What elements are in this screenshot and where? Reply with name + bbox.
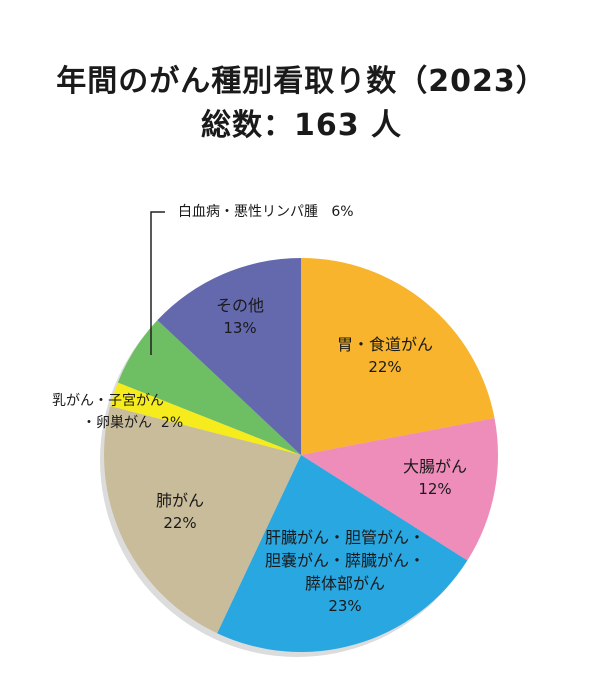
slice-label-liver: 肝臓がん・胆管がん・ 胆嚢がん・膵臓がん・ 膵体部がん 23% [265, 526, 425, 618]
pie-slice-2 [217, 455, 468, 652]
slice-label-colon: 大腸がん 12% [403, 455, 467, 501]
label-pct: 2% [160, 415, 184, 431]
leader-line [150, 211, 165, 355]
label-pct: 23% [328, 597, 362, 615]
label-text: 肺がん [155, 491, 205, 510]
label-text: ・卵巣がん [82, 415, 152, 431]
label-pct: 6% [331, 204, 354, 220]
label-text: 胆嚢がん・膵臓がん・ [264, 551, 426, 570]
label-text: 肝臓がん・胆管がん・ [264, 528, 426, 547]
label-pct: 22% [163, 514, 197, 532]
label-text: 胃・食道がん [336, 335, 434, 354]
slice-label-breast: 乳がん・子宮がん ・卵巣がん 2% [52, 390, 183, 434]
chart-subtitle: 総数：163 人 [200, 108, 403, 143]
slice-label-other: その他 13% [216, 294, 264, 340]
label-pct: 13% [223, 319, 257, 337]
label-text: その他 [215, 296, 265, 315]
pie-slice-6 [157, 258, 301, 455]
pie-slice-5 [117, 320, 301, 455]
pie-slice-4 [110, 382, 301, 455]
chart-title: 年間のがん種別看取り数（2023） [56, 64, 547, 99]
pie-slice-3 [103, 406, 301, 634]
label-text: 大腸がん [402, 457, 468, 476]
label-text: 膵体部がん [304, 574, 386, 593]
label-text: 乳がん・子宮がん [52, 393, 164, 409]
slice-label-leukemia: 白血病・悪性リンパ腫 6% [178, 201, 354, 223]
slice-label-lung: 肺がん 22% [156, 489, 204, 535]
slice-label-stomach: 胃・食道がん 22% [337, 333, 433, 379]
label-text: 白血病・悪性リンパ腫 [178, 204, 318, 220]
pie-slice-1 [301, 418, 499, 561]
label-pct: 22% [368, 358, 402, 376]
label-pct: 12% [418, 480, 452, 498]
pie-slice-0 [301, 258, 495, 455]
